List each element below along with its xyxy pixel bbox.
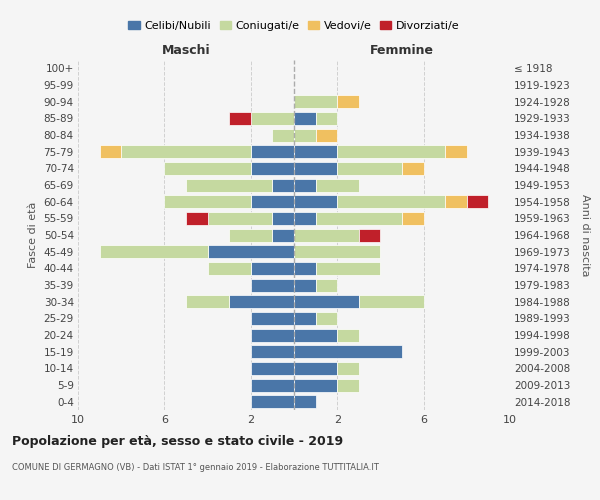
Bar <box>208 245 294 258</box>
Bar <box>402 212 424 225</box>
Bar <box>316 178 359 192</box>
Bar <box>294 262 316 275</box>
Bar <box>294 145 337 158</box>
Text: COMUNE DI GERMAGNO (VB) - Dati ISTAT 1° gennaio 2019 - Elaborazione TUTTITALIA.I: COMUNE DI GERMAGNO (VB) - Dati ISTAT 1° … <box>12 462 379 471</box>
Bar <box>316 278 337 291</box>
Bar <box>294 362 337 375</box>
Bar <box>251 395 294 408</box>
Bar <box>251 145 294 158</box>
Bar <box>337 362 359 375</box>
Bar <box>294 162 337 175</box>
Bar <box>208 262 251 275</box>
Bar <box>359 228 380 241</box>
Bar <box>294 212 316 225</box>
Bar <box>294 295 359 308</box>
Bar <box>294 345 402 358</box>
Bar <box>337 162 402 175</box>
Bar <box>100 245 208 258</box>
Bar <box>337 328 359 342</box>
Bar <box>251 362 294 375</box>
Bar <box>251 328 294 342</box>
Bar <box>316 212 402 225</box>
Bar <box>316 112 337 125</box>
Bar <box>229 295 294 308</box>
Bar <box>467 195 488 208</box>
Bar <box>359 295 424 308</box>
Text: Maschi: Maschi <box>161 44 211 57</box>
Bar <box>294 178 316 192</box>
Bar <box>251 262 294 275</box>
Bar <box>337 95 359 108</box>
Bar <box>251 378 294 392</box>
Bar <box>121 145 251 158</box>
Legend: Celibi/Nubili, Coniugati/e, Vedovi/e, Divorziati/e: Celibi/Nubili, Coniugati/e, Vedovi/e, Di… <box>124 16 464 36</box>
Bar <box>294 378 337 392</box>
Bar <box>445 145 467 158</box>
Bar <box>402 162 424 175</box>
Bar <box>272 128 294 141</box>
Bar <box>186 212 208 225</box>
Bar <box>337 195 445 208</box>
Bar <box>251 162 294 175</box>
Bar <box>316 128 337 141</box>
Bar <box>186 178 272 192</box>
Bar <box>294 112 316 125</box>
Text: Femmine: Femmine <box>370 44 434 57</box>
Y-axis label: Anni di nascita: Anni di nascita <box>580 194 590 276</box>
Bar <box>294 395 316 408</box>
Bar <box>337 378 359 392</box>
Bar <box>251 195 294 208</box>
Bar <box>445 195 467 208</box>
Bar <box>251 312 294 325</box>
Bar <box>294 328 337 342</box>
Bar <box>316 262 380 275</box>
Bar <box>316 312 337 325</box>
Bar <box>294 278 316 291</box>
Bar <box>251 345 294 358</box>
Bar <box>208 212 272 225</box>
Text: Popolazione per età, sesso e stato civile - 2019: Popolazione per età, sesso e stato civil… <box>12 435 343 448</box>
Bar <box>186 295 229 308</box>
Bar <box>294 228 359 241</box>
Bar <box>272 178 294 192</box>
Y-axis label: Fasce di età: Fasce di età <box>28 202 38 268</box>
Bar <box>294 95 337 108</box>
Bar <box>100 145 121 158</box>
Bar <box>164 162 251 175</box>
Bar <box>337 145 445 158</box>
Bar <box>251 278 294 291</box>
Bar <box>251 112 294 125</box>
Bar <box>272 228 294 241</box>
Bar <box>229 112 251 125</box>
Bar <box>272 212 294 225</box>
Bar <box>164 195 251 208</box>
Bar <box>229 228 272 241</box>
Bar <box>294 312 316 325</box>
Bar <box>294 245 380 258</box>
Bar <box>294 195 337 208</box>
Bar <box>294 128 316 141</box>
